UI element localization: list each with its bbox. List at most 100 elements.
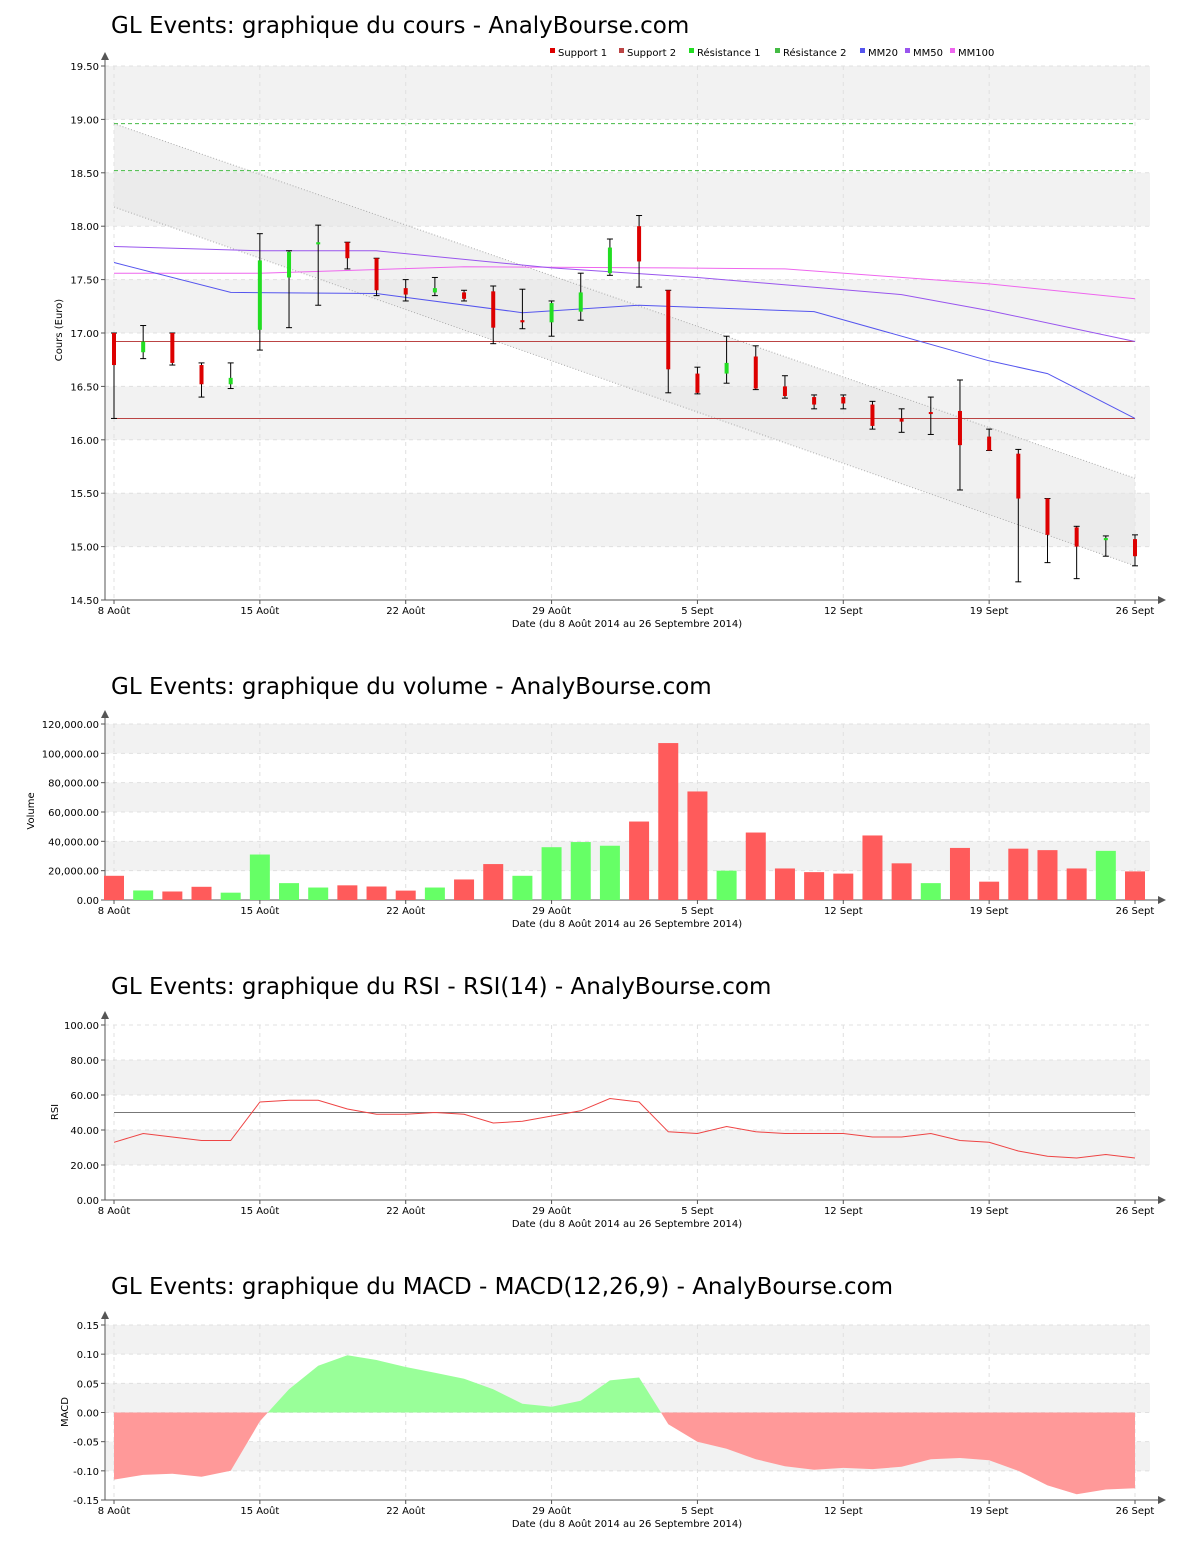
rsi-x-tick-label: 26 Sept	[1116, 1206, 1155, 1217]
price-y-tick-label: 16.00	[70, 436, 99, 447]
candle-body	[491, 291, 496, 328]
legend-label: MM20	[868, 48, 898, 59]
legend-marker	[775, 48, 780, 53]
price-y-tick-label: 14.50	[70, 596, 99, 607]
volume-bar	[745, 832, 766, 900]
candle-body	[141, 341, 146, 353]
volume-bar	[541, 847, 562, 900]
volume-bar	[249, 854, 270, 900]
rsi-line	[113, 1097, 1136, 1159]
rsi-y-tick-label: 40.00	[70, 1126, 99, 1137]
price-x-tick-label: 12 Sept	[824, 606, 863, 617]
volume-bar	[629, 821, 650, 900]
candle-body	[957, 410, 962, 446]
volume-chart-title: GL Events: graphique du volume - AnalyBo…	[111, 674, 712, 700]
candle-body	[870, 404, 875, 426]
volume-grid-band	[105, 782, 1150, 812]
volume-bar	[949, 847, 970, 900]
price-x-label: Date (du 8 Août 2014 au 26 Septembre 201…	[512, 618, 742, 630]
candle-body	[637, 226, 642, 262]
candle-body	[287, 251, 292, 278]
volume-x-tick-label: 26 Sept	[1116, 906, 1155, 917]
volume-chart: GL Events: graphique du volume - AnalyBo…	[26, 674, 1166, 930]
volume-bar	[862, 835, 883, 900]
rsi-x-label: Date (du 8 Août 2014 au 26 Septembre 201…	[512, 1218, 742, 1230]
volume-x-arrow	[1158, 896, 1166, 904]
candle-body	[462, 292, 467, 299]
macd-x-tick-label: 12 Sept	[824, 1506, 863, 1517]
rsi-y-arrow	[101, 1011, 109, 1019]
price-x-tick-label: 29 Août	[532, 605, 571, 617]
price-x-tick-label: 5 Sept	[681, 606, 713, 617]
volume-bar	[979, 881, 1000, 900]
candle-body	[987, 436, 992, 451]
volume-y-tick-label: 100,000.00	[42, 749, 99, 760]
volume-x-tick-label: 5 Sept	[681, 906, 713, 917]
rsi-chart: GL Events: graphique du RSI - RSI(14) - …	[50, 974, 1166, 1230]
macd-y-tick-label: 0.00	[77, 1409, 99, 1420]
candle-body	[1016, 453, 1021, 499]
rsi-x-arrow	[1158, 1196, 1166, 1204]
rsi-x-tick-label: 12 Sept	[824, 1206, 863, 1217]
macd-y-tick-label: 0.05	[77, 1379, 99, 1390]
rsi-grid-band	[105, 1130, 1150, 1165]
rsi-x-tick-label: 15 Août	[240, 1205, 279, 1217]
rsi-y-tick-label: 100.00	[64, 1021, 99, 1032]
legend-marker	[860, 48, 865, 53]
macd-x-tick-label: 15 Août	[240, 1505, 279, 1517]
candle-body	[432, 288, 437, 293]
price-y-tick-label: 19.00	[70, 115, 99, 126]
rsi-x-tick-label: 22 Août	[386, 1205, 425, 1217]
macd-chart: GL Events: graphique du MACD - MACD(12,2…	[60, 1274, 1166, 1530]
volume-bar	[687, 791, 708, 900]
rsi-y-tick-label: 20.00	[70, 1161, 99, 1172]
volume-bar	[716, 870, 737, 900]
legend-label: MM100	[958, 48, 994, 59]
volume-bar	[891, 863, 912, 900]
price-y-tick-label: 15.50	[70, 489, 99, 500]
candle-body	[753, 356, 758, 389]
legend-label: Support 2	[627, 48, 676, 59]
price-y-arrow	[101, 52, 109, 60]
legend-label: Support 1	[558, 48, 607, 59]
price-y-tick-label: 15.00	[70, 543, 99, 554]
legend-marker	[950, 48, 955, 53]
volume-y-tick-label: 20,000.00	[48, 867, 99, 878]
volume-y-arrow	[101, 710, 109, 718]
price-chart-title: GL Events: graphique du cours - AnalyBou…	[111, 13, 689, 39]
candle-body	[520, 320, 525, 323]
volume-bar	[424, 887, 445, 900]
rsi-y-tick-label: 60.00	[70, 1091, 99, 1102]
volume-x-tick-label: 8 Août	[98, 905, 131, 917]
price-channel-upper	[113, 123, 1136, 479]
mm20-line	[113, 262, 1136, 419]
candle-body	[374, 258, 379, 291]
volume-y-tick-label: 0.00	[77, 896, 99, 907]
macd-x-tick-label: 22 Août	[386, 1505, 425, 1517]
candle-body	[316, 242, 321, 245]
candle-body	[170, 333, 175, 363]
candle-body	[578, 292, 583, 312]
candle-body	[695, 373, 700, 393]
candle-body	[112, 333, 116, 366]
volume-bar	[454, 879, 475, 900]
rsi-chart-title: GL Events: graphique du RSI - RSI(14) - …	[111, 974, 771, 1000]
rsi-x-tick-label: 29 Août	[532, 1205, 571, 1217]
candle-body	[666, 290, 671, 370]
rsi-x-tick-label: 19 Sept	[970, 1206, 1009, 1217]
candle-body	[1074, 527, 1079, 547]
macd-x-tick-label: 5 Sept	[681, 1506, 713, 1517]
candle-body	[724, 362, 729, 374]
volume-y-label: Volume	[26, 792, 37, 829]
macd-y-tick-label: -0.05	[73, 1438, 99, 1449]
candle-body	[841, 397, 846, 404]
volume-x-label: Date (du 8 Août 2014 au 26 Septembre 201…	[512, 918, 742, 930]
volume-bar	[395, 890, 416, 900]
candle-body	[549, 303, 554, 323]
price-y-tick-label: 18.00	[70, 222, 99, 233]
volume-y-tick-label: 120,000.00	[42, 720, 99, 731]
candle-body	[899, 418, 904, 422]
volume-bar	[833, 873, 854, 900]
volume-x-tick-label: 22 Août	[386, 905, 425, 917]
